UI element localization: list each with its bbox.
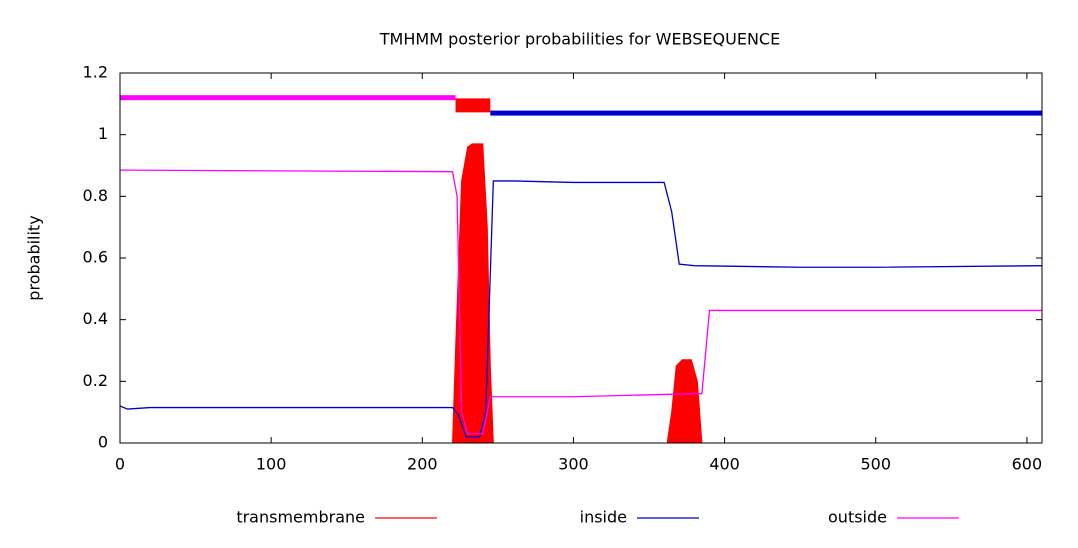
- x-tick-label: 600: [1012, 455, 1043, 474]
- legend-label: transmembrane: [236, 508, 365, 527]
- y-tick-label: 1: [98, 124, 108, 143]
- plot-frame: [119, 72, 1043, 444]
- x-tick-label: 500: [860, 455, 891, 474]
- x-tick-label: 200: [407, 455, 438, 474]
- legend-label: outside: [828, 508, 887, 527]
- y-tick-label: 0.6: [83, 248, 108, 267]
- area: [120, 143, 1042, 444]
- topology-segment: [490, 110, 1042, 116]
- x-tick-label: 100: [256, 455, 287, 474]
- line: [119, 180, 1043, 438]
- topology-segment: [455, 98, 491, 113]
- y-axis-label: probability: [25, 215, 44, 300]
- legend-label: inside: [580, 508, 627, 527]
- y-tick-label: 0.2: [83, 371, 108, 390]
- topology-segment: [120, 95, 456, 101]
- x-tick-label: 0: [115, 455, 125, 474]
- x-tick-label: 300: [558, 455, 589, 474]
- y-tick-label: 0: [98, 433, 108, 452]
- y-tick-label: 0.4: [83, 309, 108, 328]
- chart-title: TMHMM posterior probabilities for WEBSEQ…: [379, 30, 780, 49]
- y-tick-label: 0.8: [83, 186, 108, 205]
- x-tick-label: 400: [709, 455, 740, 474]
- y-tick-label: 1.2: [83, 63, 108, 82]
- line: [119, 169, 1042, 435]
